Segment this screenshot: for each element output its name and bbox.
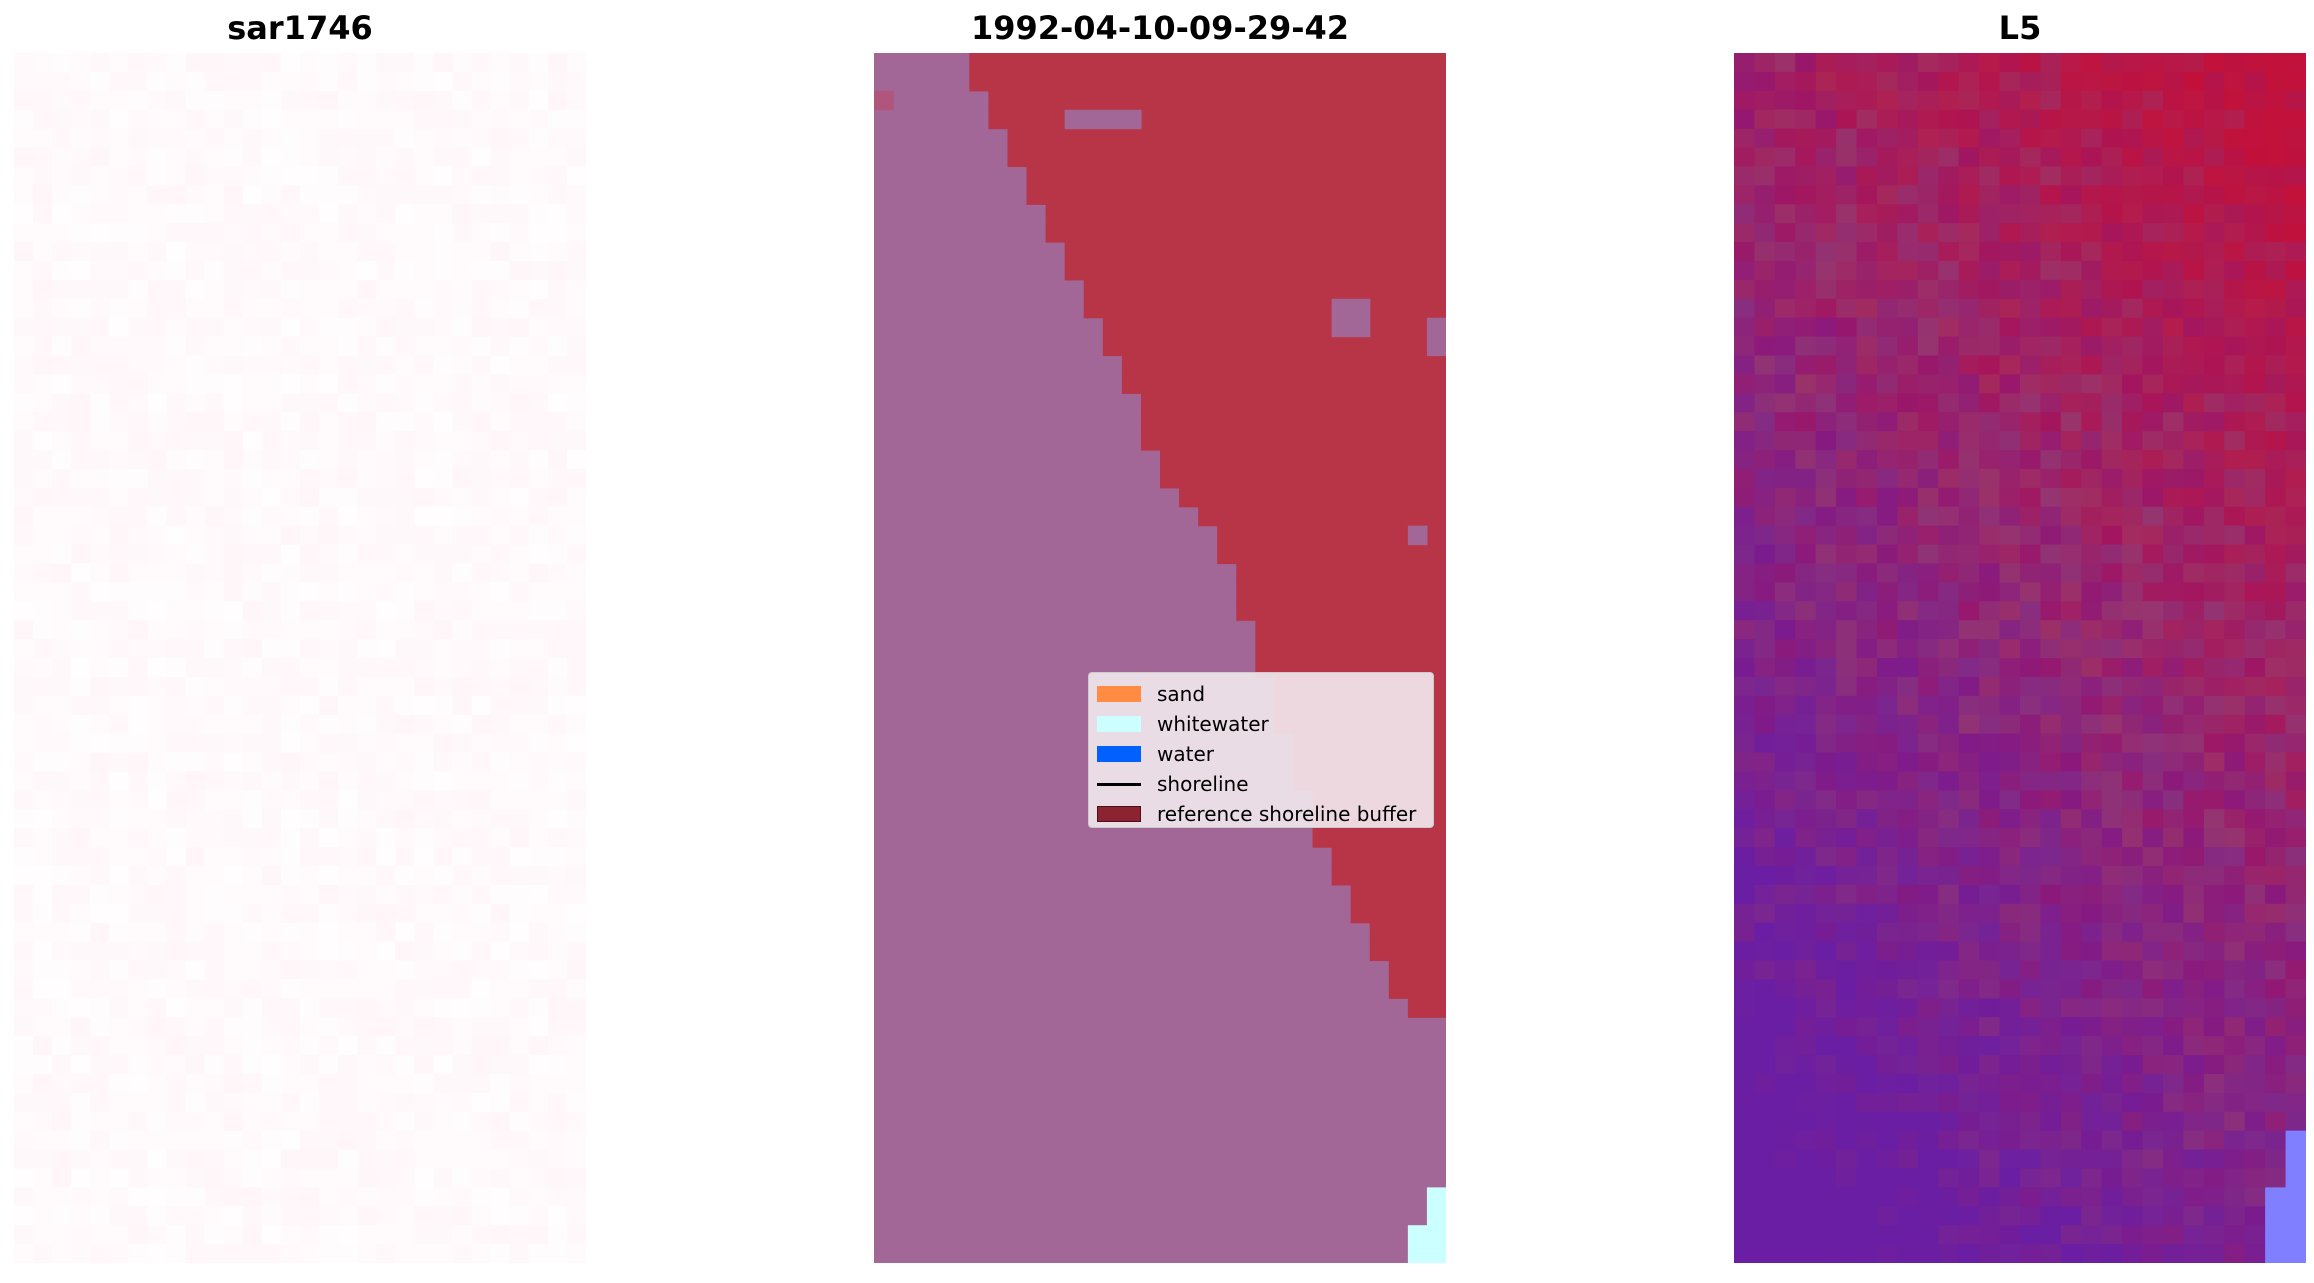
classification-panel-title: 1992-04-10-09-29-42 [970,9,1350,47]
legend-label-water: water [1157,742,1214,766]
sar-panel-title: sar1746 [227,9,373,47]
sar-panel: sar1746 [14,0,586,1283]
legend-item-whitewater: whitewater [1097,709,1425,739]
shoreline-line [1097,782,1141,786]
l5-image [1734,53,2306,1263]
classification-legend: sand whitewater water shoreline referenc… [1088,672,1434,828]
legend-label-whitewater: whitewater [1157,712,1269,736]
sand-swatch [1097,686,1141,702]
sar-image [14,53,586,1263]
legend-item-shoreline: shoreline [1097,769,1425,799]
classification-panel: 1992-04-10-09-29-42 [874,0,1446,1283]
legend-item-reference-buffer: reference shoreline buffer [1097,799,1425,829]
legend-label-shoreline: shoreline [1157,772,1249,796]
whitewater-swatch [1097,716,1141,732]
water-swatch [1097,746,1141,762]
legend-label-sand: sand [1157,682,1206,706]
classification-image [874,53,1446,1263]
l5-panel-title: L5 [1998,9,2042,47]
legend-label-reference-buffer: reference shoreline buffer [1157,802,1417,826]
legend-item-sand: sand [1097,679,1425,709]
l5-panel: L5 [1734,0,2306,1283]
reference-buffer-swatch [1097,806,1141,822]
legend-item-water: water [1097,739,1425,769]
